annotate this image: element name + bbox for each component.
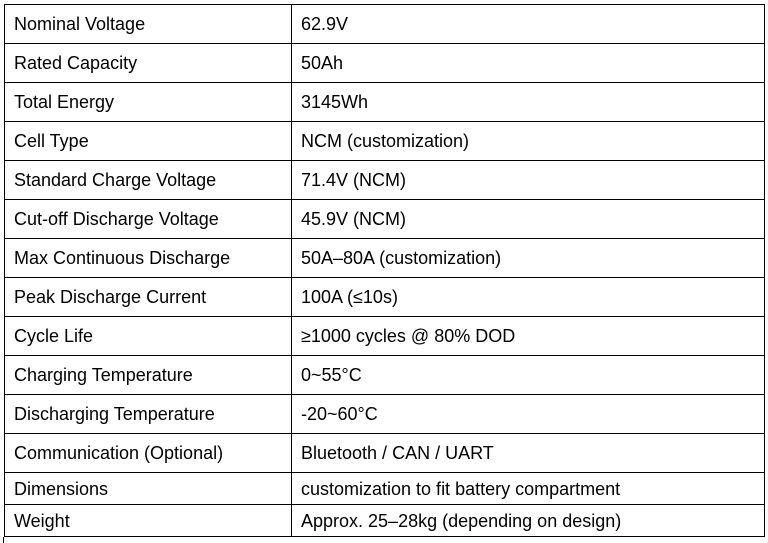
spec-value: 100A (≤10s) bbox=[291, 277, 765, 317]
spec-label: Peak Discharge Current bbox=[4, 277, 292, 317]
spec-value: Approx. 25–28kg (depending on design) bbox=[291, 504, 765, 537]
spec-value: 50Ah bbox=[291, 43, 765, 83]
spec-label: Total Energy bbox=[4, 82, 292, 122]
spec-label: Cell Type bbox=[4, 121, 292, 161]
spec-label: Dimensions bbox=[4, 472, 292, 505]
table-row: Peak Discharge Current 100A (≤10s) bbox=[4, 277, 765, 317]
spec-label: Weight bbox=[4, 504, 292, 537]
spec-value: Bluetooth / CAN / UART bbox=[291, 433, 765, 473]
table-row: Total Energy 3145Wh bbox=[4, 82, 765, 122]
table-row: Cell Type NCM (customization) bbox=[4, 121, 765, 161]
battery-spec-table: Nominal Voltage 62.9V Rated Capacity 50A… bbox=[4, 4, 765, 537]
table-row: Charging Temperature 0~55°C bbox=[4, 355, 765, 395]
spec-label: Charging Temperature bbox=[4, 355, 292, 395]
table-row: Standard Charge Voltage 71.4V (NCM) bbox=[4, 160, 765, 200]
spec-value: 3145Wh bbox=[291, 82, 765, 122]
spec-value: 0~55°C bbox=[291, 355, 765, 395]
table-row: Weight Approx. 25–28kg (depending on des… bbox=[4, 504, 765, 537]
table-row: Nominal Voltage 62.9V bbox=[4, 4, 765, 44]
spec-value: -20~60°C bbox=[291, 394, 765, 434]
spec-label: Rated Capacity bbox=[4, 43, 292, 83]
spec-value: customization to fit battery compartment bbox=[291, 472, 765, 505]
spec-label: Nominal Voltage bbox=[4, 4, 292, 44]
table-row: Cycle Life ≥1000 cycles @ 80% DOD bbox=[4, 316, 765, 356]
spec-label: Cycle Life bbox=[4, 316, 292, 356]
spec-label: Standard Charge Voltage bbox=[4, 160, 292, 200]
table-row: Dimensions customization to fit battery … bbox=[4, 472, 765, 505]
table-row: Communication (Optional) Bluetooth / CAN… bbox=[4, 433, 765, 473]
spec-label: Max Continuous Discharge bbox=[4, 238, 292, 278]
spec-value: 45.9V (NCM) bbox=[291, 199, 765, 239]
table-row: Cut-off Discharge Voltage 45.9V (NCM) bbox=[4, 199, 765, 239]
spec-label: Discharging Temperature bbox=[4, 394, 292, 434]
spec-value: 71.4V (NCM) bbox=[291, 160, 765, 200]
table-row: Max Continuous Discharge 50A–80A (custom… bbox=[4, 238, 765, 278]
spec-value: ≥1000 cycles @ 80% DOD bbox=[291, 316, 765, 356]
spec-value: 62.9V bbox=[291, 4, 765, 44]
spec-value: NCM (customization) bbox=[291, 121, 765, 161]
spec-label: Cut-off Discharge Voltage bbox=[4, 199, 292, 239]
edge-mark bbox=[3, 537, 4, 543]
table-row: Rated Capacity 50Ah bbox=[4, 43, 765, 83]
spec-label: Communication (Optional) bbox=[4, 433, 292, 473]
table-row: Discharging Temperature -20~60°C bbox=[4, 394, 765, 434]
spec-value: 50A–80A (customization) bbox=[291, 238, 765, 278]
